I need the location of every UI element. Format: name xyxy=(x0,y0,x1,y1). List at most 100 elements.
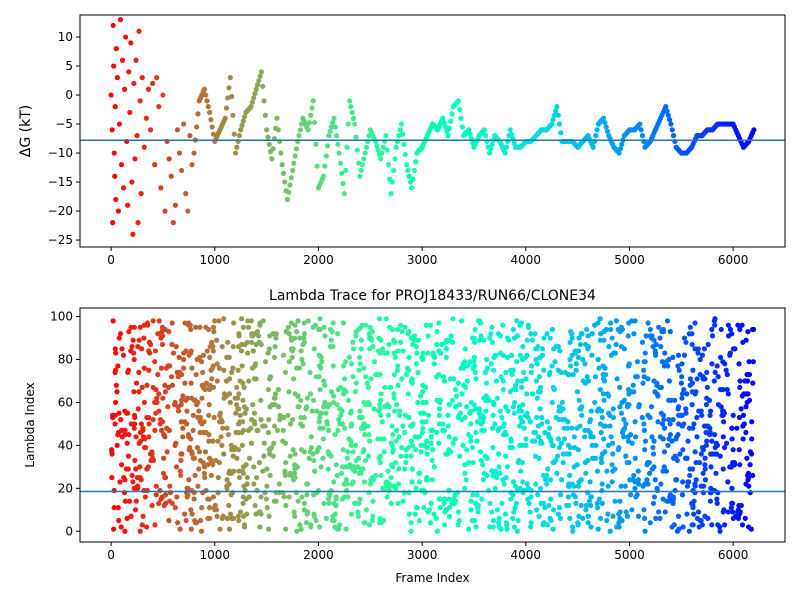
lambda-point xyxy=(743,429,749,436)
lambda-point xyxy=(580,515,586,521)
lambda-point xyxy=(446,513,453,519)
lambda-point xyxy=(510,515,516,521)
lambda-point xyxy=(695,346,701,352)
lambda-point xyxy=(328,453,334,459)
lambda-point xyxy=(410,442,416,448)
lambda-point xyxy=(448,333,454,339)
lambda-point xyxy=(281,494,287,500)
lambda-point xyxy=(544,481,550,487)
delta-g-point xyxy=(619,141,625,147)
lambda-point xyxy=(408,438,414,444)
delta-g-point xyxy=(291,160,297,166)
lambda-point xyxy=(597,316,603,322)
delta-g-point xyxy=(274,115,280,121)
lambda-point xyxy=(535,434,542,440)
lambda-point xyxy=(405,367,412,373)
lambda-point xyxy=(599,414,605,421)
delta-g-point xyxy=(128,40,134,46)
lambda-point xyxy=(478,457,484,464)
lambda-point xyxy=(367,481,374,487)
lambda-point xyxy=(699,522,705,528)
delta-g-point xyxy=(324,143,331,149)
lambda-point xyxy=(661,417,667,423)
lambda-point xyxy=(738,406,744,412)
lambda-point xyxy=(391,371,398,378)
delta-g-point xyxy=(391,167,397,174)
lambda-point xyxy=(613,318,619,324)
lambda-point xyxy=(336,417,342,423)
lambda-point xyxy=(698,451,704,457)
lambda-point xyxy=(510,404,517,410)
lambda-x-tick-label: 4000 xyxy=(511,548,542,562)
lambda-point xyxy=(181,356,187,363)
lambda-point xyxy=(262,423,268,429)
lambda-point xyxy=(547,425,553,431)
lambda-point xyxy=(580,356,586,363)
lambda-point xyxy=(227,511,234,517)
lambda-point xyxy=(243,496,249,502)
lambda-point xyxy=(473,524,479,530)
lambda-point xyxy=(244,511,250,517)
lambda-point xyxy=(425,509,431,515)
lambda-point xyxy=(397,408,403,414)
delta-g-point xyxy=(459,124,465,130)
lambda-point xyxy=(544,472,550,479)
lambda-point xyxy=(230,344,236,350)
lambda-point xyxy=(539,414,545,421)
lambda-point xyxy=(541,367,547,373)
lambda-point xyxy=(174,494,180,500)
lambda-point xyxy=(283,502,289,509)
lambda-point xyxy=(626,320,632,326)
lambda-point xyxy=(572,494,578,500)
lambda-point xyxy=(585,333,591,339)
lambda-point xyxy=(642,515,648,521)
lambda-point xyxy=(196,466,202,472)
lambda-point xyxy=(249,417,255,423)
lambda-point xyxy=(667,492,674,498)
lambda-point xyxy=(745,470,751,476)
lambda-point xyxy=(720,386,726,393)
lambda-point xyxy=(728,505,734,511)
lambda-point xyxy=(211,414,217,421)
lambda-point xyxy=(201,419,207,425)
lambda-point xyxy=(441,500,447,506)
lambda-point xyxy=(301,414,307,421)
lambda-point xyxy=(597,337,603,343)
lambda-point xyxy=(389,326,396,333)
lambda-point xyxy=(436,320,442,326)
lambda-point xyxy=(520,479,526,485)
lambda-point xyxy=(462,346,468,352)
lambda-point xyxy=(316,524,323,530)
lambda-point xyxy=(419,419,425,425)
lambda-point xyxy=(434,528,440,534)
lambda-point xyxy=(413,344,419,350)
lambda-point xyxy=(610,451,616,457)
lambda-point xyxy=(209,376,215,382)
lambda-point xyxy=(301,335,307,341)
lambda-point xyxy=(169,320,175,326)
lambda-point xyxy=(488,331,494,337)
lambda-point xyxy=(206,505,213,511)
lambda-point xyxy=(640,367,647,373)
delta-g-point xyxy=(270,146,276,152)
delta-g-point xyxy=(374,143,380,149)
lambda-point xyxy=(167,483,173,489)
lambda-point xyxy=(287,421,294,427)
lambda-point xyxy=(228,470,235,476)
delta-g-point xyxy=(379,150,385,156)
lambda-point xyxy=(725,391,731,397)
lambda-point xyxy=(600,391,606,397)
lambda-point xyxy=(175,408,182,414)
lambda-point xyxy=(146,434,152,440)
lambda-point xyxy=(743,404,749,410)
lambda-point xyxy=(560,451,566,457)
lambda-point xyxy=(714,442,721,448)
lambda-point xyxy=(257,322,263,328)
lambda-x-ticks: 0 1000 2000 3000 4000 5000 6000 xyxy=(107,542,748,562)
lambda-point xyxy=(189,511,195,517)
lambda-point xyxy=(285,324,291,330)
lambda-point xyxy=(421,505,427,511)
lambda-point xyxy=(156,408,162,414)
lambda-point xyxy=(307,391,314,397)
lambda-point xyxy=(512,382,519,388)
